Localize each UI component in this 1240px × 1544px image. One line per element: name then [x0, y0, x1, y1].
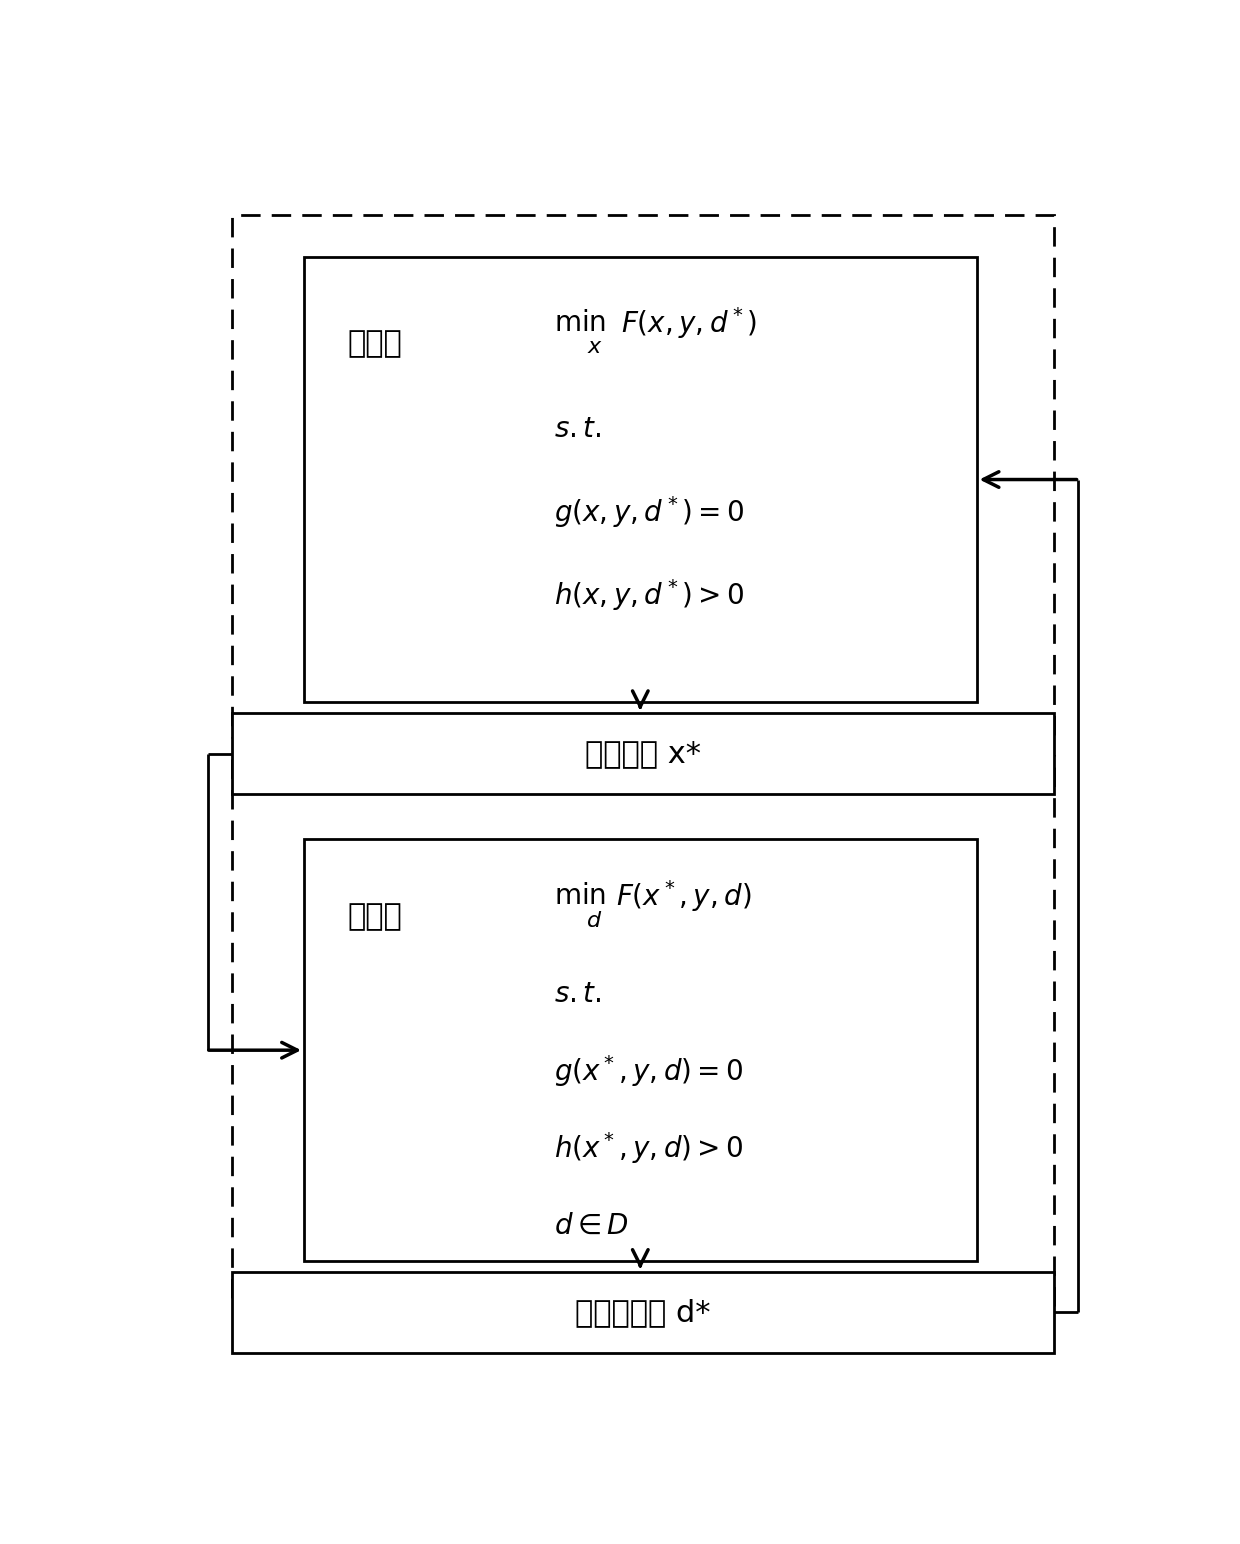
Text: $g(x^*, y, d) = 0$: $g(x^*, y, d) = 0$: [554, 1053, 743, 1089]
Bar: [232, 215, 1054, 738]
Text: 决策变量 x*: 决策变量 x*: [585, 740, 701, 767]
Text: $x$: $x$: [588, 337, 604, 357]
Text: $d \in D$: $d \in D$: [554, 1212, 629, 1240]
Text: 最恶劣场景 d*: 最恶劣场景 d*: [575, 1299, 711, 1326]
Text: $\min$: $\min$: [554, 882, 606, 911]
Text: $h(x^*, y, d) > 0$: $h(x^*, y, d) > 0$: [554, 1130, 743, 1166]
Bar: [232, 1272, 1054, 1353]
Text: $s.t.$: $s.t.$: [554, 415, 601, 443]
Text: 主问题: 主问题: [347, 329, 402, 358]
Bar: [304, 256, 977, 703]
Bar: [232, 713, 1054, 794]
Bar: [304, 840, 977, 1261]
Text: $s.t.$: $s.t.$: [554, 980, 601, 1008]
Text: $g(x, y, d^*) = 0$: $g(x, y, d^*) = 0$: [554, 494, 744, 530]
Text: $h(x, y, d^*) > 0$: $h(x, y, d^*) > 0$: [554, 577, 744, 613]
Text: 子问题: 子问题: [347, 902, 402, 931]
Text: $F(x^*, y, d)$: $F(x^*, y, d)$: [616, 879, 751, 914]
Bar: [232, 757, 1054, 1309]
Text: $F(x, y, d^*)$: $F(x, y, d^*)$: [621, 306, 758, 341]
Text: $d$: $d$: [585, 911, 601, 931]
Text: $\min$: $\min$: [554, 309, 606, 337]
